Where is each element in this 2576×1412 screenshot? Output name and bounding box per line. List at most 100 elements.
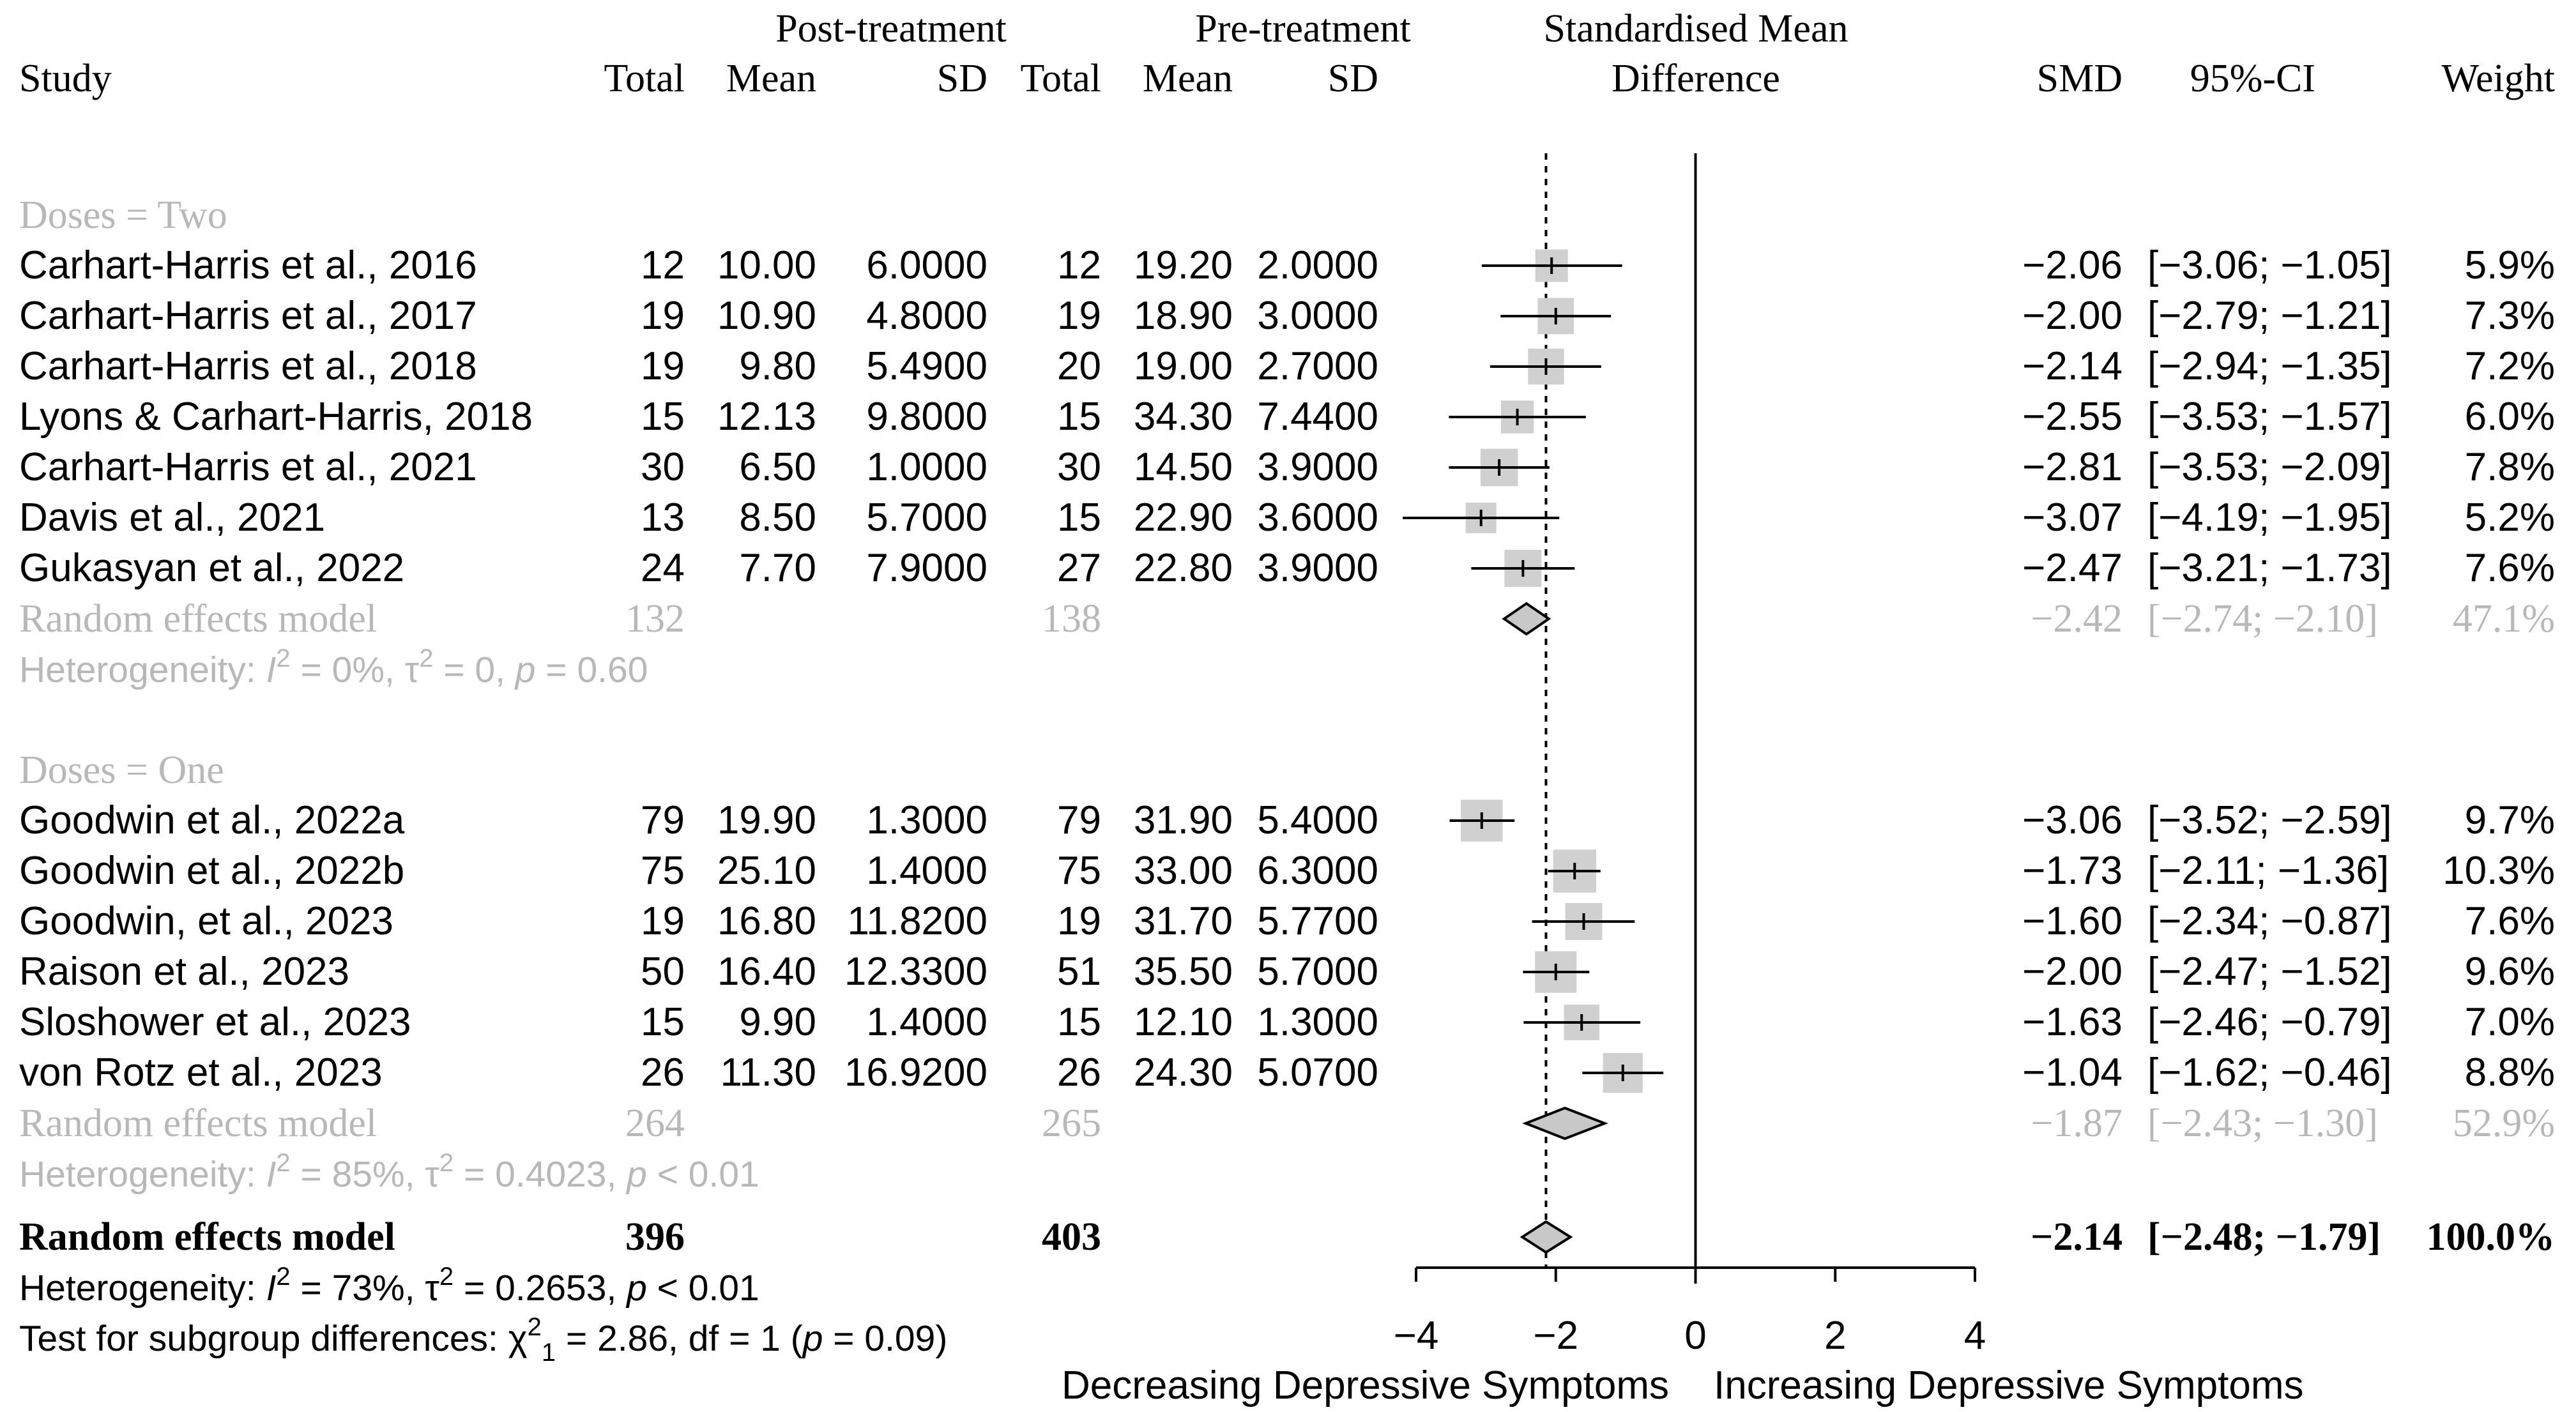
smd-value: −2.00 xyxy=(2022,294,2123,338)
weight-value: 9.6% xyxy=(2465,950,2555,994)
study-label: Sloshower et al., 2023 xyxy=(19,1000,411,1044)
pooled-post-total-1: 132 xyxy=(625,597,685,641)
pooled-diamond-1 xyxy=(1502,602,1551,636)
pre-total-value: 15 xyxy=(1057,1000,1101,1044)
header-study: Study xyxy=(19,57,112,100)
ci-value: [−3.21; −1.73] xyxy=(2147,546,2392,590)
weight-value: 7.8% xyxy=(2465,445,2555,489)
pre-sd-value: 5.7000 xyxy=(1257,950,1378,994)
post-total-value: 79 xyxy=(641,798,685,842)
pre-mean-value: 35.50 xyxy=(1134,950,1233,994)
pooled-post-total-2: 264 xyxy=(625,1102,685,1145)
weight-value: 7.2% xyxy=(2465,344,2555,388)
pre-total-value: 19 xyxy=(1057,294,1101,338)
pre-mean-value: 18.90 xyxy=(1134,294,1233,338)
pre-mean-value: 22.80 xyxy=(1134,546,1233,590)
post-mean-value: 10.90 xyxy=(717,294,816,338)
subgroup-heading: Doses = One xyxy=(19,748,224,792)
weight-value: 7.6% xyxy=(2465,546,2555,590)
pre-mean-value: 19.00 xyxy=(1134,344,1233,388)
pre-total-value: 15 xyxy=(1057,395,1101,439)
post-total-value: 24 xyxy=(641,546,685,590)
pooled-weight-1: 47.1% xyxy=(2453,597,2555,641)
pre-mean-value: 34.30 xyxy=(1134,395,1233,439)
pre-total-value: 79 xyxy=(1057,798,1101,842)
pre-mean-value: 12.10 xyxy=(1134,1000,1233,1044)
weight-value: 5.2% xyxy=(2465,496,2555,540)
pre-sd-value: 3.0000 xyxy=(1257,294,1378,338)
study-label: Goodwin et al., 2022a xyxy=(19,798,405,842)
post-mean-value: 10.00 xyxy=(717,243,816,287)
post-mean-value: 16.40 xyxy=(717,950,816,994)
header-pre-mean: Mean xyxy=(1143,57,1233,100)
overall-model-label: Random effects model xyxy=(19,1215,395,1259)
ci-value: [−3.53; −2.09] xyxy=(2147,445,2392,489)
smd-value: −2.81 xyxy=(2022,445,2123,489)
post-sd-value: 5.4900 xyxy=(866,344,987,388)
pre-sd-value: 5.4000 xyxy=(1257,798,1378,842)
post-sd-value: 1.3000 xyxy=(866,798,987,842)
pre-sd-value: 5.0700 xyxy=(1257,1051,1378,1095)
smd-value: −2.00 xyxy=(2022,950,2123,994)
pre-sd-value: 3.6000 xyxy=(1257,496,1378,540)
x-tick-label: 2 xyxy=(1824,1314,1846,1358)
post-mean-value: 11.30 xyxy=(720,1051,816,1095)
smd-value: −2.55 xyxy=(2022,395,2123,439)
pre-sd-value: 3.9000 xyxy=(1257,546,1378,590)
pooled-ci-2: [−2.43; −1.30] xyxy=(2147,1102,2378,1145)
x-tick-label: 0 xyxy=(1684,1314,1706,1358)
pre-total-value: 27 xyxy=(1057,546,1101,590)
pre-mean-value: 31.90 xyxy=(1134,798,1233,842)
study-label: Carhart-Harris et al., 2016 xyxy=(19,243,477,287)
pre-sd-value: 7.4400 xyxy=(1257,395,1378,439)
post-total-value: 75 xyxy=(641,849,685,893)
overall-post-total: 396 xyxy=(625,1215,685,1259)
pre-mean-value: 22.90 xyxy=(1134,496,1233,540)
overall-weight: 100.0% xyxy=(2427,1215,2556,1259)
weight-value: 7.6% xyxy=(2465,899,2555,943)
pre-total-value: 26 xyxy=(1057,1051,1101,1095)
post-mean-value: 12.13 xyxy=(717,395,816,439)
header-pre-total: Total xyxy=(1020,57,1101,100)
post-total-value: 19 xyxy=(641,294,685,338)
ci-value: [−2.46; −0.79] xyxy=(2147,1000,2392,1044)
post-sd-value: 16.9200 xyxy=(844,1051,987,1095)
ci-value: [−2.94; −1.35] xyxy=(2147,344,2392,388)
post-sd-value: 4.8000 xyxy=(866,294,987,338)
smd-value: −3.07 xyxy=(2022,496,2123,540)
weight-value: 10.3% xyxy=(2443,849,2555,893)
post-mean-value: 25.10 xyxy=(717,849,816,893)
x-axis-right-label: Increasing Depressive Symptoms xyxy=(1714,1363,2303,1408)
weight-value: 8.8% xyxy=(2465,1051,2555,1095)
x-tick-label: −2 xyxy=(1533,1314,1578,1358)
post-total-value: 30 xyxy=(641,445,685,489)
ci-value: [−3.52; −2.59] xyxy=(2147,798,2392,842)
header-smd-title-2: Difference xyxy=(1612,57,1780,100)
study-label: Lyons & Carhart-Harris, 2018 xyxy=(19,395,533,439)
subgroup-heading: Doses = Two xyxy=(19,194,227,237)
pre-total-value: 30 xyxy=(1057,445,1101,489)
subgroup-difference-test: Test for subgroup differences: χ21 = 2.8… xyxy=(19,1313,947,1367)
smd-value: −3.06 xyxy=(2022,798,2123,842)
overall-ci: [−2.48; −1.79] xyxy=(2147,1215,2381,1259)
pooled-pre-total-2: 265 xyxy=(1042,1102,1101,1145)
pre-sd-value: 1.3000 xyxy=(1257,1000,1378,1044)
pre-mean-value: 31.70 xyxy=(1134,899,1233,943)
post-total-value: 15 xyxy=(641,395,685,439)
post-sd-value: 1.4000 xyxy=(866,849,987,893)
weight-value: 5.9% xyxy=(2465,243,2555,287)
x-axis-left-label: Decreasing Depressive Symptoms xyxy=(1062,1363,1669,1408)
header-smd: SMD xyxy=(2037,57,2123,100)
pre-mean-value: 14.50 xyxy=(1134,445,1233,489)
pre-total-value: 75 xyxy=(1057,849,1101,893)
post-total-value: 50 xyxy=(641,950,685,994)
pre-mean-value: 24.30 xyxy=(1134,1051,1233,1095)
weight-value: 7.3% xyxy=(2465,294,2555,338)
pre-sd-value: 2.0000 xyxy=(1257,243,1378,287)
smd-value: −1.04 xyxy=(2022,1051,2123,1095)
weight-value: 7.0% xyxy=(2465,1000,2555,1044)
pre-total-value: 51 xyxy=(1057,950,1101,994)
post-sd-value: 12.3300 xyxy=(844,950,987,994)
header-post-mean: Mean xyxy=(726,57,816,100)
pre-total-value: 12 xyxy=(1057,243,1101,287)
